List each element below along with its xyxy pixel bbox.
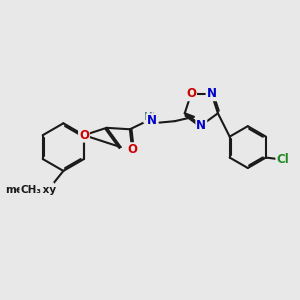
Text: O: O <box>127 143 137 156</box>
Text: H: H <box>144 112 153 122</box>
Text: methoxy: methoxy <box>5 185 56 195</box>
Text: O: O <box>186 87 196 100</box>
Text: CH₃: CH₃ <box>20 185 41 195</box>
Text: H: H <box>146 114 155 124</box>
Text: N: N <box>147 114 157 128</box>
Text: Cl: Cl <box>276 152 289 166</box>
Text: N: N <box>196 119 206 132</box>
Text: N: N <box>145 112 155 124</box>
Text: O: O <box>79 129 89 142</box>
Text: N: N <box>207 87 217 100</box>
Text: O: O <box>43 183 53 196</box>
